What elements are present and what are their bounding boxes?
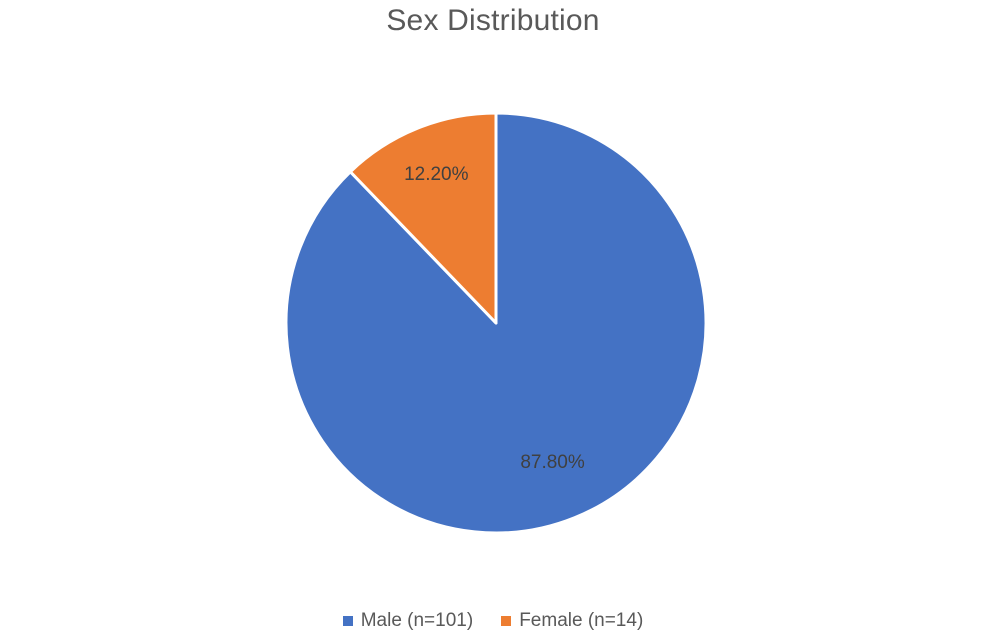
legend-item-male: Male (n=101)	[342, 610, 474, 632]
pie-slices	[284, 111, 708, 535]
legend-swatch-male	[342, 616, 353, 626]
legend-label-female: Female (n=14)	[519, 610, 644, 631]
legend-swatch-female	[501, 616, 512, 626]
slice-female	[348, 111, 498, 325]
chart-title: Sex Distribution	[386, 4, 600, 37]
legend-label-male: Male (n=101)	[360, 610, 474, 631]
data-label-female: 12.20%	[404, 164, 469, 185]
legend-item-female: Female (n=14)	[501, 610, 643, 632]
pie-data-labels: 87.80% 12.20%	[404, 164, 585, 473]
legend: Male (n=101) Female (n=14)	[0, 610, 986, 632]
data-label-male: 87.80%	[520, 452, 585, 473]
